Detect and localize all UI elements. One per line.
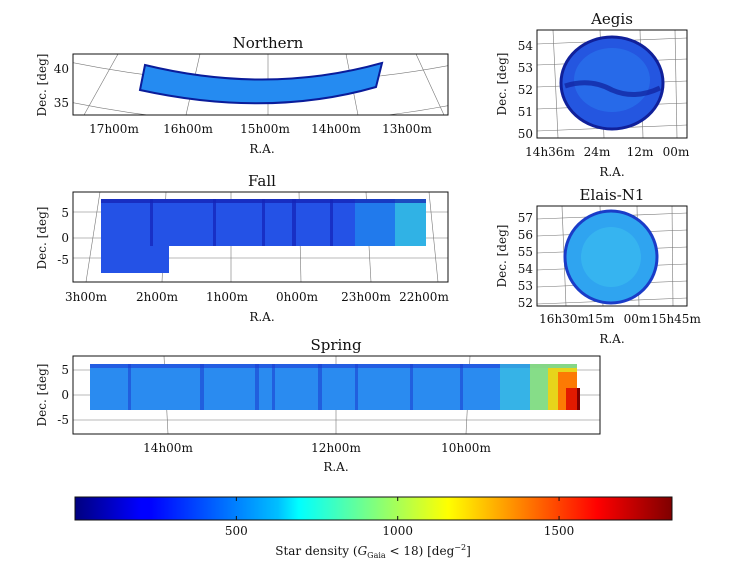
y-axis-label: Dec. [deg] (35, 207, 49, 270)
y-tick-label: 51 (518, 105, 533, 119)
x-tick-label: 15h45m (651, 312, 701, 326)
density-stripes (128, 364, 463, 410)
x-tick-label: 24m (584, 145, 611, 159)
y-tick-label: 40 (54, 62, 69, 76)
x-tick-label: 15m (588, 312, 615, 326)
x-tick-label: 1h00m (206, 290, 249, 304)
y-tick-label: 5 (61, 206, 69, 220)
y-tick-label: 35 (54, 96, 69, 110)
x-axis-label: R.A. (249, 142, 274, 156)
x-axis-label: R.A. (599, 165, 624, 179)
x-tick-label: 14h36m (525, 145, 575, 159)
x-axis-label: R.A. (249, 310, 274, 324)
x-tick-label: 16h00m (163, 122, 213, 136)
y-tick-label: 50 (518, 127, 533, 141)
y-axis-label: Dec. [deg] (35, 54, 49, 117)
x-tick-label: 15h00m (240, 122, 290, 136)
panel-title: Aegis (590, 10, 633, 28)
panel-title: Elais-N1 (580, 186, 645, 204)
y-tick-label: -5 (57, 413, 69, 427)
y-tick-label: 5 (61, 363, 69, 377)
colorbar: 500 1000 1500 Star density (GGaia < 18) [d… (74, 496, 673, 560)
x-tick-label: 10h00m (441, 441, 491, 455)
y-tick-label: 55 (518, 245, 533, 259)
x-axis-label: R.A. (323, 460, 348, 474)
x-tick-label: 2h00m (136, 290, 179, 304)
y-tick-label: 54 (518, 262, 534, 276)
y-axis-label: Dec. [deg] (495, 225, 509, 288)
panel-title: Northern (233, 34, 304, 52)
density-stripes (150, 199, 333, 246)
y-tick-label: 53 (518, 279, 533, 293)
colorbar-ticks: 500 1000 1500 (225, 497, 574, 538)
colorbar-tick-label: 1500 (544, 524, 575, 538)
x-tick-label: 12h00m (311, 441, 361, 455)
y-axis-label: Dec. [deg] (495, 53, 509, 116)
colorbar-label: Star density (GGaia < 18) [deg−2] (275, 543, 471, 560)
colorbar-tick-label: 1000 (382, 524, 413, 538)
y-tick-label: 0 (61, 231, 69, 245)
y-tick-label: 54 (518, 39, 534, 53)
survey-footprint (140, 63, 382, 104)
colorbar-gradient (74, 496, 673, 521)
x-tick-label: 00m (624, 312, 651, 326)
y-tick-label: 56 (518, 228, 533, 242)
x-tick-label: 17h00m (89, 122, 139, 136)
y-tick-label: -5 (57, 253, 69, 267)
x-tick-label: 13h00m (382, 122, 432, 136)
x-tick-label: 0h00m (276, 290, 319, 304)
panel-fall: Fall 5 0 -5 3h00m 2h00m 1h00m (35, 172, 449, 324)
y-axis-label: Dec. [deg] (35, 364, 49, 427)
x-tick-label: 12m (627, 145, 654, 159)
panel-title: Spring (310, 336, 362, 354)
x-tick-label: 22h00m (399, 290, 449, 304)
colorbar-tick-label: 500 (225, 524, 248, 538)
density-overlay (140, 63, 382, 104)
x-tick-label: 16h30m (539, 312, 589, 326)
y-tick-label: 52 (518, 296, 533, 310)
y-tick-label: 0 (61, 388, 69, 402)
y-tick-label: 53 (518, 61, 533, 75)
x-tick-label: 14h00m (311, 122, 361, 136)
x-tick-label: 00m (663, 145, 690, 159)
panel-elais-n1: Elais-N1 57 56 55 54 53 52 16h30m 15m 00… (495, 186, 701, 346)
x-tick-label: 3h00m (65, 290, 108, 304)
panel-title: Fall (248, 172, 276, 190)
y-tick-label: 52 (518, 83, 533, 97)
y-tick-label: 57 (518, 211, 533, 225)
panel-aegis: Aegis 54 53 52 51 50 14h36m 24m 12m 00m … (495, 10, 690, 179)
x-tick-label: 23h00m (341, 290, 391, 304)
survey-footprint (90, 364, 577, 410)
survey-footprint (565, 211, 657, 303)
panel-spring: Spring 5 0 -5 14h00m (35, 336, 601, 474)
x-tick-label: 14h00m (143, 441, 193, 455)
panel-northern: Northern 40 35 17h00m 16h00m 15h00m 14h0… (35, 34, 449, 156)
x-axis-label: R.A. (599, 332, 624, 346)
